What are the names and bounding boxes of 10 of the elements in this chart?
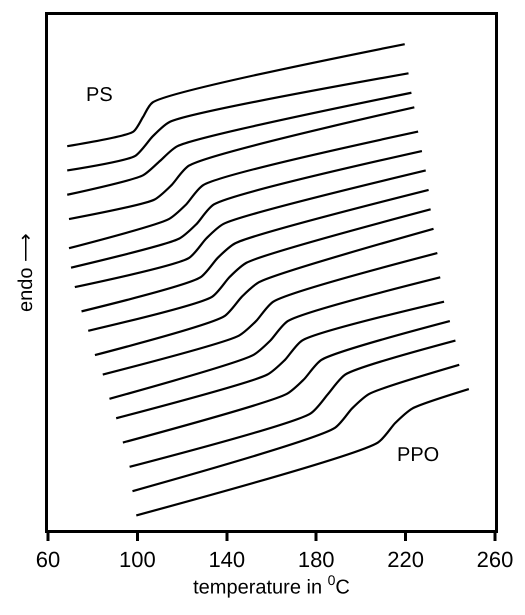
x-tick-label: 140 bbox=[208, 547, 246, 572]
annotation: PPO bbox=[397, 444, 440, 466]
x-tick-label: 100 bbox=[119, 547, 156, 572]
x-axis-title: temperature in $^{0}$C bbox=[193, 572, 350, 599]
annotation: PS bbox=[86, 84, 113, 106]
x-tick-label: 60 bbox=[36, 547, 60, 572]
x-tick-label: 260 bbox=[476, 547, 514, 572]
x-tick-label: 220 bbox=[387, 547, 424, 572]
x-tick-label: 180 bbox=[298, 547, 335, 572]
y-axis-title: endo ⟶ bbox=[14, 232, 37, 312]
